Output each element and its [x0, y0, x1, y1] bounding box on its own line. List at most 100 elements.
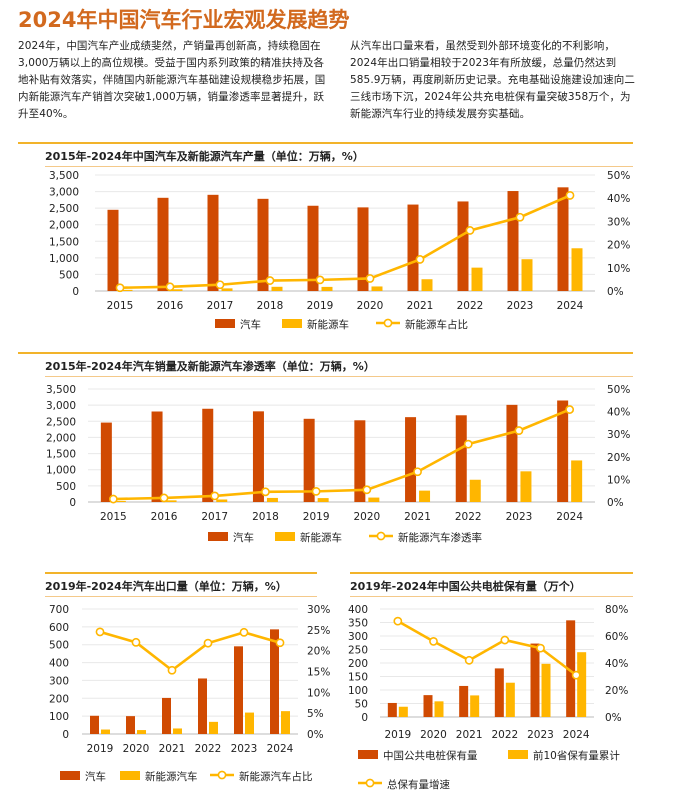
charging-left-tick-label: 250	[348, 645, 368, 657]
charging-category-label: 2019	[384, 729, 411, 741]
production-line-point	[315, 275, 325, 285]
production-left-tick-label: 1,000	[49, 253, 79, 265]
production-line-point	[465, 226, 475, 235]
export-category-label: 2024	[267, 743, 294, 755]
export-category-label: 2020	[123, 743, 150, 755]
charging-legend-swatch	[358, 750, 378, 759]
charging-left-tick-label: 0	[361, 712, 368, 724]
production-bar-secondary	[521, 259, 533, 291]
production-category-label: 2017	[207, 300, 234, 312]
production-bar-secondary	[321, 286, 333, 291]
production-legend-marker	[383, 318, 393, 328]
production-category-label: 2016	[157, 300, 184, 312]
charging-panel-rule-top	[350, 572, 633, 574]
charging-left-tick-label: 200	[348, 658, 368, 670]
sales-left-tick-label: 0	[69, 497, 76, 509]
sales-category-label: 2016	[151, 511, 178, 523]
production-bar-primary	[307, 205, 319, 291]
sales-legend-label: 新能源汽车渗透率	[398, 531, 482, 544]
export-right-tick-label: 30%	[307, 604, 330, 616]
charging-bar-primary	[423, 695, 433, 717]
sales-right-tick-label: 40%	[607, 407, 630, 419]
export-bar-secondary	[245, 712, 254, 734]
charging-bar-secondary	[505, 682, 515, 717]
charging-bar-primary	[459, 685, 469, 717]
export-line-point	[95, 627, 105, 637]
sales-bar-secondary	[571, 460, 583, 502]
page-title: 2024年中国汽车行业宏观发展趋势	[18, 8, 350, 32]
charging-category-label: 2020	[420, 729, 447, 741]
production-left-tick-label: 0	[72, 286, 79, 298]
export-line-point	[239, 627, 249, 637]
sales-line-point	[108, 494, 118, 504]
charging-right-tick-label: 20%	[605, 685, 628, 697]
charging-line-series	[397, 620, 577, 677]
production-category-label: 2018	[257, 300, 284, 312]
sales-bar-primary	[405, 417, 417, 502]
production-bar-primary	[407, 204, 419, 291]
export-category-label: 2023	[231, 743, 258, 755]
sales-panel-rule-top	[18, 352, 633, 354]
export-category-label: 2021	[159, 743, 186, 755]
charging-legend-label: 中国公共电桩保有量	[383, 749, 478, 762]
export-right-tick-label: 20%	[307, 646, 330, 658]
export-legend-swatch	[60, 771, 80, 780]
export-panel-rule-top	[45, 572, 317, 574]
intro-paragraph-right: 从汽车出口量来看，虽然受到外部环境变化的不利影响，2024年出口销量相较于202…	[350, 40, 635, 120]
production-bar-secondary	[471, 267, 483, 291]
production-left-tick-label: 2,000	[49, 220, 79, 232]
sales-right-tick-label: 0%	[607, 497, 624, 509]
export-bar-primary	[234, 646, 243, 734]
export-bar-secondary	[209, 721, 218, 734]
charging-right-tick-label: 60%	[605, 631, 628, 643]
production-right-tick-label: 30%	[607, 216, 630, 228]
production-line-point	[265, 276, 275, 285]
production-category-label: 2019	[307, 300, 334, 312]
sales-line-point	[565, 405, 575, 414]
sales-category-label: 2019	[303, 511, 330, 523]
export-left-tick-label: 600	[49, 622, 69, 634]
charging-legend-swatch	[508, 750, 528, 759]
sales-line-point	[413, 467, 422, 477]
charging-bar-secondary	[470, 695, 480, 717]
production-line-point	[115, 283, 125, 293]
sales-left-tick-label: 3,500	[46, 384, 76, 396]
production-legend-label: 汽车	[240, 318, 261, 331]
charging-category-label: 2021	[456, 729, 483, 741]
production-right-tick-label: 50%	[607, 170, 630, 182]
sales-line-point	[159, 493, 169, 503]
export-left-tick-label: 500	[49, 640, 69, 652]
export-chart-title: 2019年-2024年汽车出口量（单位：万辆，%）	[45, 580, 287, 593]
sales-right-tick-label: 20%	[607, 452, 630, 464]
sales-left-tick-label: 3,000	[46, 400, 76, 412]
charging-line-point	[536, 643, 545, 653]
production-category-label: 2024	[557, 300, 584, 312]
sales-category-label: 2017	[201, 511, 228, 523]
production-line-series	[119, 194, 571, 290]
sales-line-point	[311, 486, 321, 496]
charging-line-point	[393, 616, 403, 626]
export-legend-label: 新能源汽车	[145, 770, 198, 783]
export-right-tick-label: 15%	[307, 667, 330, 679]
production-bar-primary	[257, 198, 269, 291]
sales-legend-marker	[376, 531, 386, 541]
production-line-point	[565, 191, 575, 200]
charging-bar-primary	[494, 668, 504, 717]
production-bar-primary	[157, 197, 169, 291]
export-left-tick-label: 0	[62, 729, 69, 741]
production-left-tick-label: 1,500	[49, 236, 79, 248]
production-right-tick-label: 20%	[607, 240, 630, 252]
production-bar-secondary	[271, 286, 283, 291]
production-right-tick-label: 10%	[607, 263, 630, 275]
charging-left-tick-label: 50	[355, 699, 368, 711]
sales-right-tick-label: 50%	[607, 384, 630, 396]
sales-category-label: 2022	[455, 511, 482, 523]
sales-bar-primary	[151, 411, 163, 502]
export-legend-label: 汽车	[85, 770, 106, 783]
sales-bar-primary	[455, 415, 467, 502]
export-bar-primary	[270, 629, 279, 734]
charging-line-point	[429, 637, 438, 646]
charging-left-tick-label: 350	[348, 618, 368, 630]
export-bar-secondary	[173, 728, 182, 734]
